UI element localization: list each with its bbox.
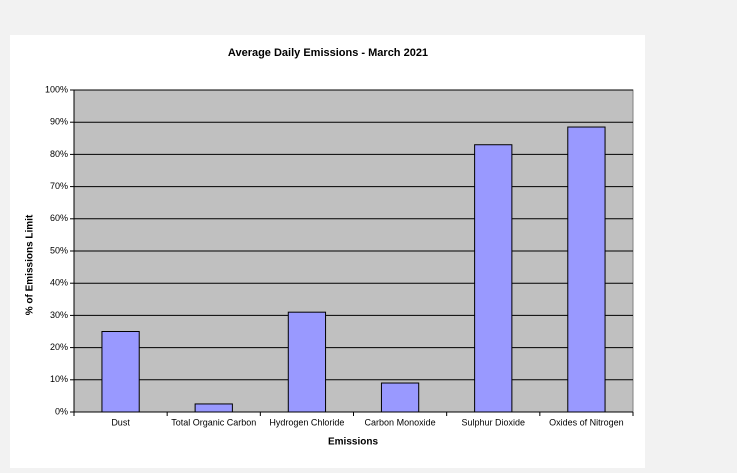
x-tick-label: Hydrogen Chloride [269, 417, 344, 427]
y-tick-label: 50% [50, 245, 68, 255]
y-tick-label: 40% [50, 278, 68, 288]
bar [474, 144, 513, 413]
y-tick-label: 10% [50, 374, 68, 384]
y-tick-label: 60% [50, 213, 68, 223]
x-tick-label: Sulphur Dioxide [461, 417, 525, 427]
x-tick-label: Dust [111, 417, 130, 427]
x-tick-label: Carbon Monoxide [365, 417, 436, 427]
y-tick-label: 30% [50, 310, 68, 320]
bar [194, 403, 233, 413]
y-tick-label: 20% [50, 342, 68, 352]
y-axis-title: % of Emissions Limit [25, 214, 36, 315]
y-tick-label: 90% [50, 117, 68, 127]
bar [380, 382, 420, 413]
y-tick-label: 80% [50, 149, 68, 159]
bar [567, 126, 606, 413]
x-axis-title: Emissions [328, 437, 378, 448]
bar [101, 331, 140, 413]
x-tick-label: Total Organic Carbon [171, 417, 256, 427]
x-tick-label: Oxides of Nitrogen [549, 417, 624, 427]
y-tick-label: 70% [50, 181, 68, 191]
y-tick-label: 100% [45, 84, 68, 94]
bar [287, 311, 327, 413]
y-tick-label: 0% [55, 406, 68, 416]
chart-title: Average Daily Emissions - March 2021 [228, 47, 428, 59]
